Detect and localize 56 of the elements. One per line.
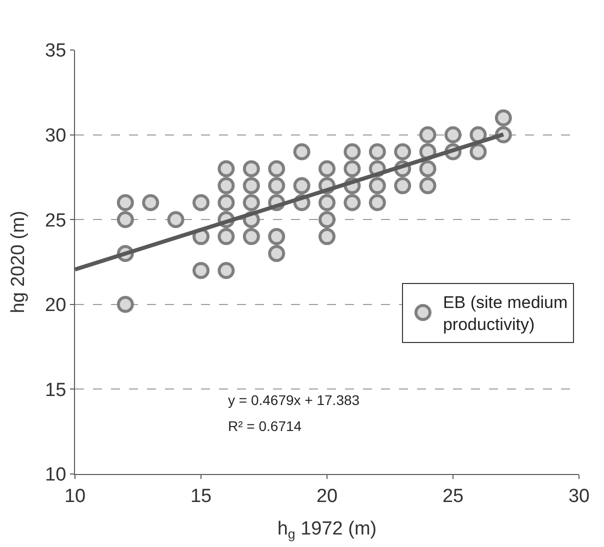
point — [419, 126, 436, 144]
point — [419, 177, 436, 194]
y-axis-title: hg 2020 (m) — [8, 210, 29, 314]
point — [116, 296, 134, 313]
y-tick-label: 20 — [45, 295, 66, 316]
point — [318, 194, 336, 212]
point — [318, 211, 336, 228]
x-tick-label: 25 — [442, 486, 464, 507]
x-tick-label: 30 — [568, 486, 590, 507]
point — [293, 143, 310, 160]
point — [419, 160, 436, 178]
point — [318, 228, 336, 246]
annotation: R² = 0.6714 — [228, 418, 302, 434]
point — [116, 211, 134, 228]
point — [218, 177, 235, 194]
y-tick-label: 10 — [45, 464, 66, 486]
point — [293, 177, 310, 194]
point — [394, 143, 412, 160]
x-tick-label: 20 — [316, 486, 338, 507]
point — [218, 194, 235, 212]
point — [268, 160, 286, 178]
point — [242, 177, 260, 194]
point — [344, 194, 361, 212]
legend-label: EB (site medium productivity) — [442, 293, 568, 334]
point — [192, 194, 210, 212]
y-tick-label: 30 — [45, 125, 66, 146]
point — [368, 143, 386, 160]
point — [218, 262, 235, 279]
point — [242, 228, 260, 246]
point — [368, 194, 386, 212]
point — [192, 262, 210, 279]
point — [444, 126, 462, 144]
point — [268, 245, 286, 262]
annotation: y = 0.4679x + 17.383 — [228, 392, 360, 408]
y-tick-label: 25 — [45, 210, 66, 232]
point — [167, 211, 184, 228]
point — [218, 160, 235, 178]
x-tick-label: 15 — [190, 486, 212, 507]
point — [368, 177, 386, 194]
point — [394, 177, 412, 194]
point — [142, 194, 160, 212]
point — [268, 228, 286, 246]
point — [218, 228, 235, 246]
point — [116, 194, 134, 212]
point — [242, 194, 260, 212]
point — [318, 160, 336, 178]
point — [344, 160, 361, 178]
point — [268, 177, 286, 194]
point — [470, 143, 487, 160]
point — [242, 160, 260, 178]
point — [494, 109, 512, 126]
point — [344, 143, 361, 160]
x-axis-title: h$_{g}$ 1972 (m) — [277, 518, 377, 542]
y-tick-label: 35 — [45, 40, 66, 62]
y-tick-label: 15 — [45, 380, 66, 401]
x-tick-label: 10 — [64, 486, 86, 507]
